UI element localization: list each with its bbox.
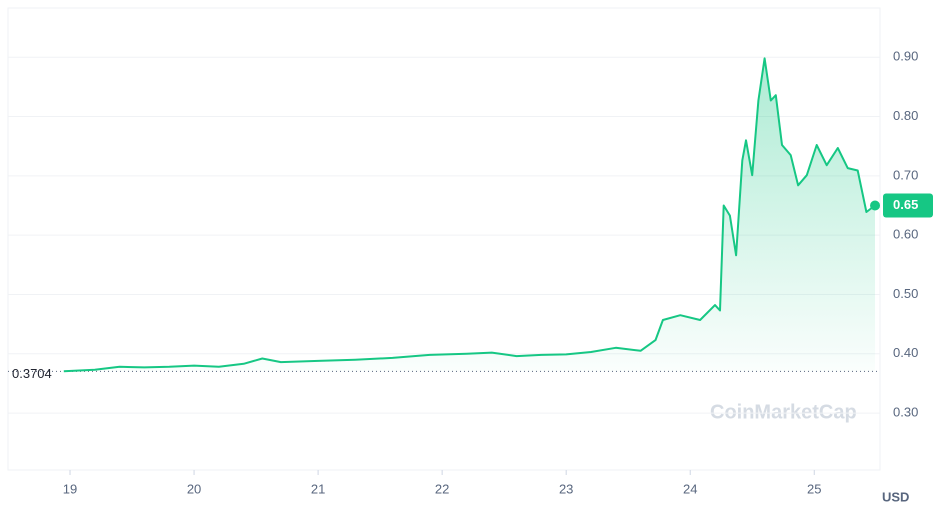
y-tick-label: 0.40 xyxy=(893,345,918,360)
current-dot xyxy=(870,200,881,211)
reference-label: 0.3704 xyxy=(12,366,52,381)
current-tag xyxy=(883,193,933,218)
x-tick-label: 24 xyxy=(683,481,697,496)
watermark: CoinMarketCap xyxy=(710,401,857,423)
area xyxy=(63,58,876,372)
price-line xyxy=(63,57,876,373)
y-tick-label: 0.90 xyxy=(893,49,918,64)
y-unit: USD xyxy=(882,489,909,504)
current-label: 0.65 xyxy=(893,197,918,212)
x-tick-label: 21 xyxy=(311,481,325,496)
x-tick-label: 19 xyxy=(63,481,77,496)
y-tick-label: 0.70 xyxy=(893,167,918,182)
plot-frame xyxy=(7,7,881,471)
x-tick-label: 20 xyxy=(187,481,201,496)
x-tick-label: 22 xyxy=(435,481,449,496)
x-tick-label: 25 xyxy=(807,481,821,496)
y-tick-label: 0.50 xyxy=(893,286,918,301)
x-tick-label: 23 xyxy=(559,481,573,496)
y-tick-label: 0.30 xyxy=(893,405,918,420)
y-tick-label: 0.60 xyxy=(893,227,918,242)
y-tick-label: 0.80 xyxy=(893,108,918,123)
